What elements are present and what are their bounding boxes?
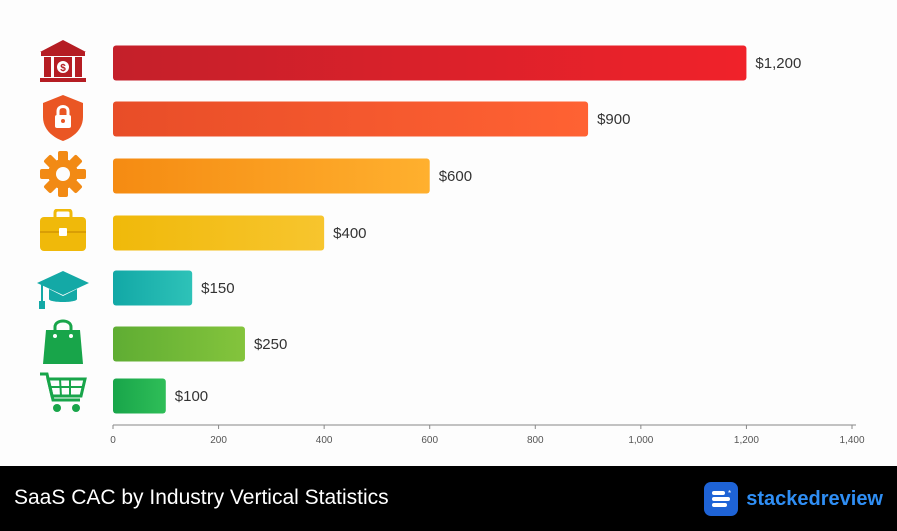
bar-value-label: $600 bbox=[439, 168, 472, 185]
x-tick-label: 1,200 bbox=[734, 435, 759, 446]
x-tick-label: 1,400 bbox=[839, 435, 864, 446]
bar-value-label: $1,200 bbox=[755, 55, 801, 72]
brand-logo-icon: * bbox=[704, 482, 739, 516]
bar-software-technology bbox=[113, 158, 430, 194]
bar-retail bbox=[113, 326, 245, 362]
svg-text:$: $ bbox=[60, 63, 66, 74]
brand[interactable]: * stackedreview bbox=[704, 482, 883, 516]
x-axis: 0 200 400 600 800 1,000 1,200 1,400 bbox=[110, 424, 865, 446]
gear-icon bbox=[36, 149, 90, 199]
shopping-cart-icon bbox=[36, 368, 90, 418]
x-tick-label: 600 bbox=[421, 435, 438, 446]
x-tick-label: 400 bbox=[316, 435, 333, 446]
bar-education bbox=[113, 270, 193, 306]
x-tick-label: 800 bbox=[527, 435, 544, 446]
bar-value-label: $250 bbox=[254, 336, 287, 353]
bars-layer: $1,200 $900 $600 $400 $150 $250 $100 bbox=[113, 45, 801, 414]
chart-area: $1,200 $900 $600 $400 $150 $250 $100 0 200 400 60… bbox=[36, 36, 865, 446]
bar-ecommerce bbox=[113, 378, 166, 414]
shopping-bag-icon bbox=[36, 316, 90, 366]
bar-value-label: $900 bbox=[597, 111, 630, 128]
x-tick-label: 1,000 bbox=[628, 435, 653, 446]
x-tick-label: 0 bbox=[110, 435, 116, 446]
svg-text:*: * bbox=[728, 489, 731, 498]
bar-chart: $1,200 $900 $600 $400 $150 $250 $100 0 200 400 60… bbox=[110, 45, 865, 446]
graduation-cap-icon bbox=[36, 264, 90, 314]
bar-value-label: $100 bbox=[175, 388, 208, 405]
bar-cybersecurity bbox=[113, 101, 589, 137]
shield-lock-icon bbox=[36, 93, 90, 143]
footer-bar: SaaS CAC by Industry Vertical Statistics… bbox=[0, 466, 897, 531]
bar-business-services bbox=[113, 215, 325, 251]
chart-title: SaaS CAC by Industry Vertical Statistics bbox=[14, 486, 389, 509]
bar-financial-services bbox=[113, 45, 747, 81]
bank-icon: $ bbox=[36, 36, 90, 86]
bar-value-label: $400 bbox=[333, 225, 366, 242]
brand-name: stackedreview bbox=[746, 487, 883, 510]
bar-value-label: $150 bbox=[201, 280, 234, 297]
briefcase-icon bbox=[36, 206, 90, 256]
x-tick-label: 200 bbox=[210, 435, 227, 446]
